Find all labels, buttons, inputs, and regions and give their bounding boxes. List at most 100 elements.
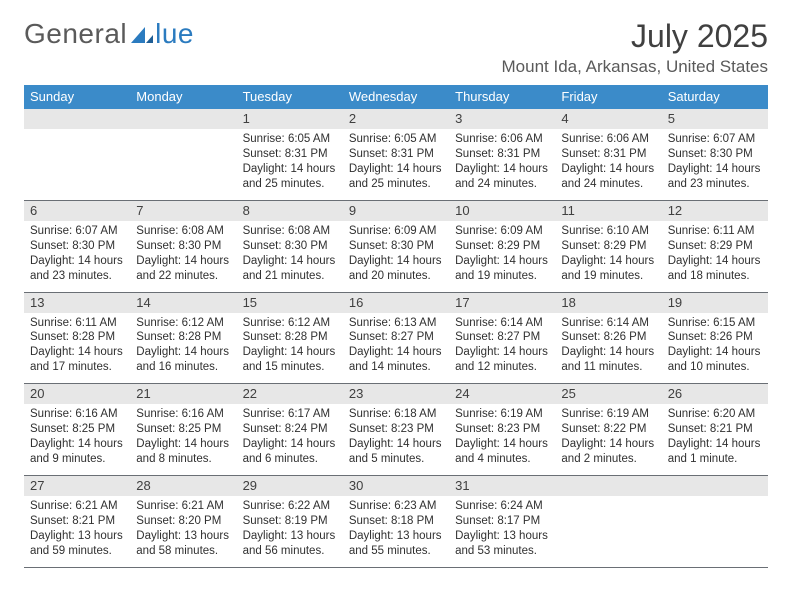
- day-cell: 31Sunrise: 6:24 AMSunset: 8:17 PMDayligh…: [449, 476, 555, 568]
- daylight-line: Daylight: 13 hours and 53 minutes.: [455, 529, 549, 559]
- sunrise-line: Sunrise: 6:13 AM: [349, 316, 443, 331]
- day-details: Sunrise: 6:21 AMSunset: 8:21 PMDaylight:…: [24, 496, 130, 559]
- day-details: Sunrise: 6:12 AMSunset: 8:28 PMDaylight:…: [130, 313, 236, 376]
- day-cell: 22Sunrise: 6:17 AMSunset: 8:24 PMDayligh…: [237, 384, 343, 476]
- weeks-container: 1Sunrise: 6:05 AMSunset: 8:31 PMDaylight…: [24, 109, 768, 568]
- weekday-header: Saturday: [662, 85, 768, 109]
- day-cell: 11Sunrise: 6:10 AMSunset: 8:29 PMDayligh…: [555, 201, 661, 293]
- sunrise-line: Sunrise: 6:15 AM: [668, 316, 762, 331]
- day-number: [555, 476, 661, 496]
- day-cell: 15Sunrise: 6:12 AMSunset: 8:28 PMDayligh…: [237, 293, 343, 385]
- day-details: Sunrise: 6:13 AMSunset: 8:27 PMDaylight:…: [343, 313, 449, 376]
- day-details: Sunrise: 6:21 AMSunset: 8:20 PMDaylight:…: [130, 496, 236, 559]
- sunrise-line: Sunrise: 6:22 AM: [243, 499, 337, 514]
- sunset-line: Sunset: 8:29 PM: [561, 239, 655, 254]
- day-details: Sunrise: 6:09 AMSunset: 8:30 PMDaylight:…: [343, 221, 449, 284]
- sunrise-line: Sunrise: 6:08 AM: [243, 224, 337, 239]
- sunset-line: Sunset: 8:24 PM: [243, 422, 337, 437]
- day-details: Sunrise: 6:16 AMSunset: 8:25 PMDaylight:…: [24, 404, 130, 467]
- day-details: Sunrise: 6:18 AMSunset: 8:23 PMDaylight:…: [343, 404, 449, 467]
- day-cell: 16Sunrise: 6:13 AMSunset: 8:27 PMDayligh…: [343, 293, 449, 385]
- page-header: General lue July 2025 Mount Ida, Arkansas…: [24, 18, 768, 77]
- day-cell: 28Sunrise: 6:21 AMSunset: 8:20 PMDayligh…: [130, 476, 236, 568]
- daylight-line: Daylight: 14 hours and 11 minutes.: [561, 345, 655, 375]
- day-details: Sunrise: 6:06 AMSunset: 8:31 PMDaylight:…: [555, 129, 661, 192]
- weekday-header-row: Sunday Monday Tuesday Wednesday Thursday…: [24, 85, 768, 109]
- daylight-line: Daylight: 13 hours and 56 minutes.: [243, 529, 337, 559]
- calendar-grid: Sunday Monday Tuesday Wednesday Thursday…: [24, 85, 768, 568]
- sunset-line: Sunset: 8:31 PM: [243, 147, 337, 162]
- daylight-line: Daylight: 14 hours and 6 minutes.: [243, 437, 337, 467]
- sunset-line: Sunset: 8:19 PM: [243, 514, 337, 529]
- daylight-line: Daylight: 14 hours and 19 minutes.: [561, 254, 655, 284]
- sunrise-line: Sunrise: 6:06 AM: [455, 132, 549, 147]
- sunset-line: Sunset: 8:27 PM: [455, 330, 549, 345]
- day-cell: 8Sunrise: 6:08 AMSunset: 8:30 PMDaylight…: [237, 201, 343, 293]
- daylight-line: Daylight: 14 hours and 1 minute.: [668, 437, 762, 467]
- weekday-header: Sunday: [24, 85, 130, 109]
- day-cell: 10Sunrise: 6:09 AMSunset: 8:29 PMDayligh…: [449, 201, 555, 293]
- weekday-header: Friday: [555, 85, 661, 109]
- sunset-line: Sunset: 8:31 PM: [455, 147, 549, 162]
- day-cell: 12Sunrise: 6:11 AMSunset: 8:29 PMDayligh…: [662, 201, 768, 293]
- daylight-line: Daylight: 14 hours and 14 minutes.: [349, 345, 443, 375]
- day-cell: 18Sunrise: 6:14 AMSunset: 8:26 PMDayligh…: [555, 293, 661, 385]
- day-cell: 27Sunrise: 6:21 AMSunset: 8:21 PMDayligh…: [24, 476, 130, 568]
- day-number: 7: [130, 201, 236, 221]
- day-details: Sunrise: 6:14 AMSunset: 8:27 PMDaylight:…: [449, 313, 555, 376]
- calendar-week: 20Sunrise: 6:16 AMSunset: 8:25 PMDayligh…: [24, 384, 768, 476]
- day-cell: 17Sunrise: 6:14 AMSunset: 8:27 PMDayligh…: [449, 293, 555, 385]
- sunrise-line: Sunrise: 6:05 AM: [349, 132, 443, 147]
- sunrise-line: Sunrise: 6:18 AM: [349, 407, 443, 422]
- day-number: 15: [237, 293, 343, 313]
- logo-text-blue: lue: [155, 18, 194, 50]
- daylight-line: Daylight: 14 hours and 17 minutes.: [30, 345, 124, 375]
- day-number: 21: [130, 384, 236, 404]
- day-cell: 1Sunrise: 6:05 AMSunset: 8:31 PMDaylight…: [237, 109, 343, 201]
- day-number: 25: [555, 384, 661, 404]
- calendar-week: 6Sunrise: 6:07 AMSunset: 8:30 PMDaylight…: [24, 201, 768, 293]
- day-number: 27: [24, 476, 130, 496]
- day-cell: 5Sunrise: 6:07 AMSunset: 8:30 PMDaylight…: [662, 109, 768, 201]
- weekday-header: Monday: [130, 85, 236, 109]
- day-number: 23: [343, 384, 449, 404]
- sunset-line: Sunset: 8:27 PM: [349, 330, 443, 345]
- day-number: 13: [24, 293, 130, 313]
- sunrise-line: Sunrise: 6:12 AM: [243, 316, 337, 331]
- sunset-line: Sunset: 8:28 PM: [243, 330, 337, 345]
- sunrise-line: Sunrise: 6:23 AM: [349, 499, 443, 514]
- weekday-header: Tuesday: [237, 85, 343, 109]
- day-details: Sunrise: 6:05 AMSunset: 8:31 PMDaylight:…: [343, 129, 449, 192]
- daylight-line: Daylight: 14 hours and 4 minutes.: [455, 437, 549, 467]
- day-cell: 6Sunrise: 6:07 AMSunset: 8:30 PMDaylight…: [24, 201, 130, 293]
- daylight-line: Daylight: 13 hours and 58 minutes.: [136, 529, 230, 559]
- day-cell: 4Sunrise: 6:06 AMSunset: 8:31 PMDaylight…: [555, 109, 661, 201]
- sunrise-line: Sunrise: 6:07 AM: [30, 224, 124, 239]
- sunrise-line: Sunrise: 6:16 AM: [136, 407, 230, 422]
- sunrise-line: Sunrise: 6:07 AM: [668, 132, 762, 147]
- sunrise-line: Sunrise: 6:09 AM: [455, 224, 549, 239]
- sunrise-line: Sunrise: 6:16 AM: [30, 407, 124, 422]
- sunset-line: Sunset: 8:20 PM: [136, 514, 230, 529]
- day-number: 31: [449, 476, 555, 496]
- day-details: Sunrise: 6:22 AMSunset: 8:19 PMDaylight:…: [237, 496, 343, 559]
- sunset-line: Sunset: 8:23 PM: [349, 422, 443, 437]
- sunset-line: Sunset: 8:28 PM: [136, 330, 230, 345]
- day-details: Sunrise: 6:20 AMSunset: 8:21 PMDaylight:…: [662, 404, 768, 467]
- day-number: 29: [237, 476, 343, 496]
- day-cell: [555, 476, 661, 568]
- day-number: 11: [555, 201, 661, 221]
- daylight-line: Daylight: 14 hours and 2 minutes.: [561, 437, 655, 467]
- day-details: Sunrise: 6:19 AMSunset: 8:23 PMDaylight:…: [449, 404, 555, 467]
- day-details: Sunrise: 6:14 AMSunset: 8:26 PMDaylight:…: [555, 313, 661, 376]
- day-cell: 24Sunrise: 6:19 AMSunset: 8:23 PMDayligh…: [449, 384, 555, 476]
- sunset-line: Sunset: 8:28 PM: [30, 330, 124, 345]
- sunset-line: Sunset: 8:31 PM: [349, 147, 443, 162]
- sunrise-line: Sunrise: 6:24 AM: [455, 499, 549, 514]
- weekday-header: Thursday: [449, 85, 555, 109]
- month-title: July 2025: [502, 18, 768, 55]
- day-cell: [662, 476, 768, 568]
- day-cell: 30Sunrise: 6:23 AMSunset: 8:18 PMDayligh…: [343, 476, 449, 568]
- logo-text-gray: General: [24, 18, 127, 50]
- title-block: July 2025 Mount Ida, Arkansas, United St…: [502, 18, 768, 77]
